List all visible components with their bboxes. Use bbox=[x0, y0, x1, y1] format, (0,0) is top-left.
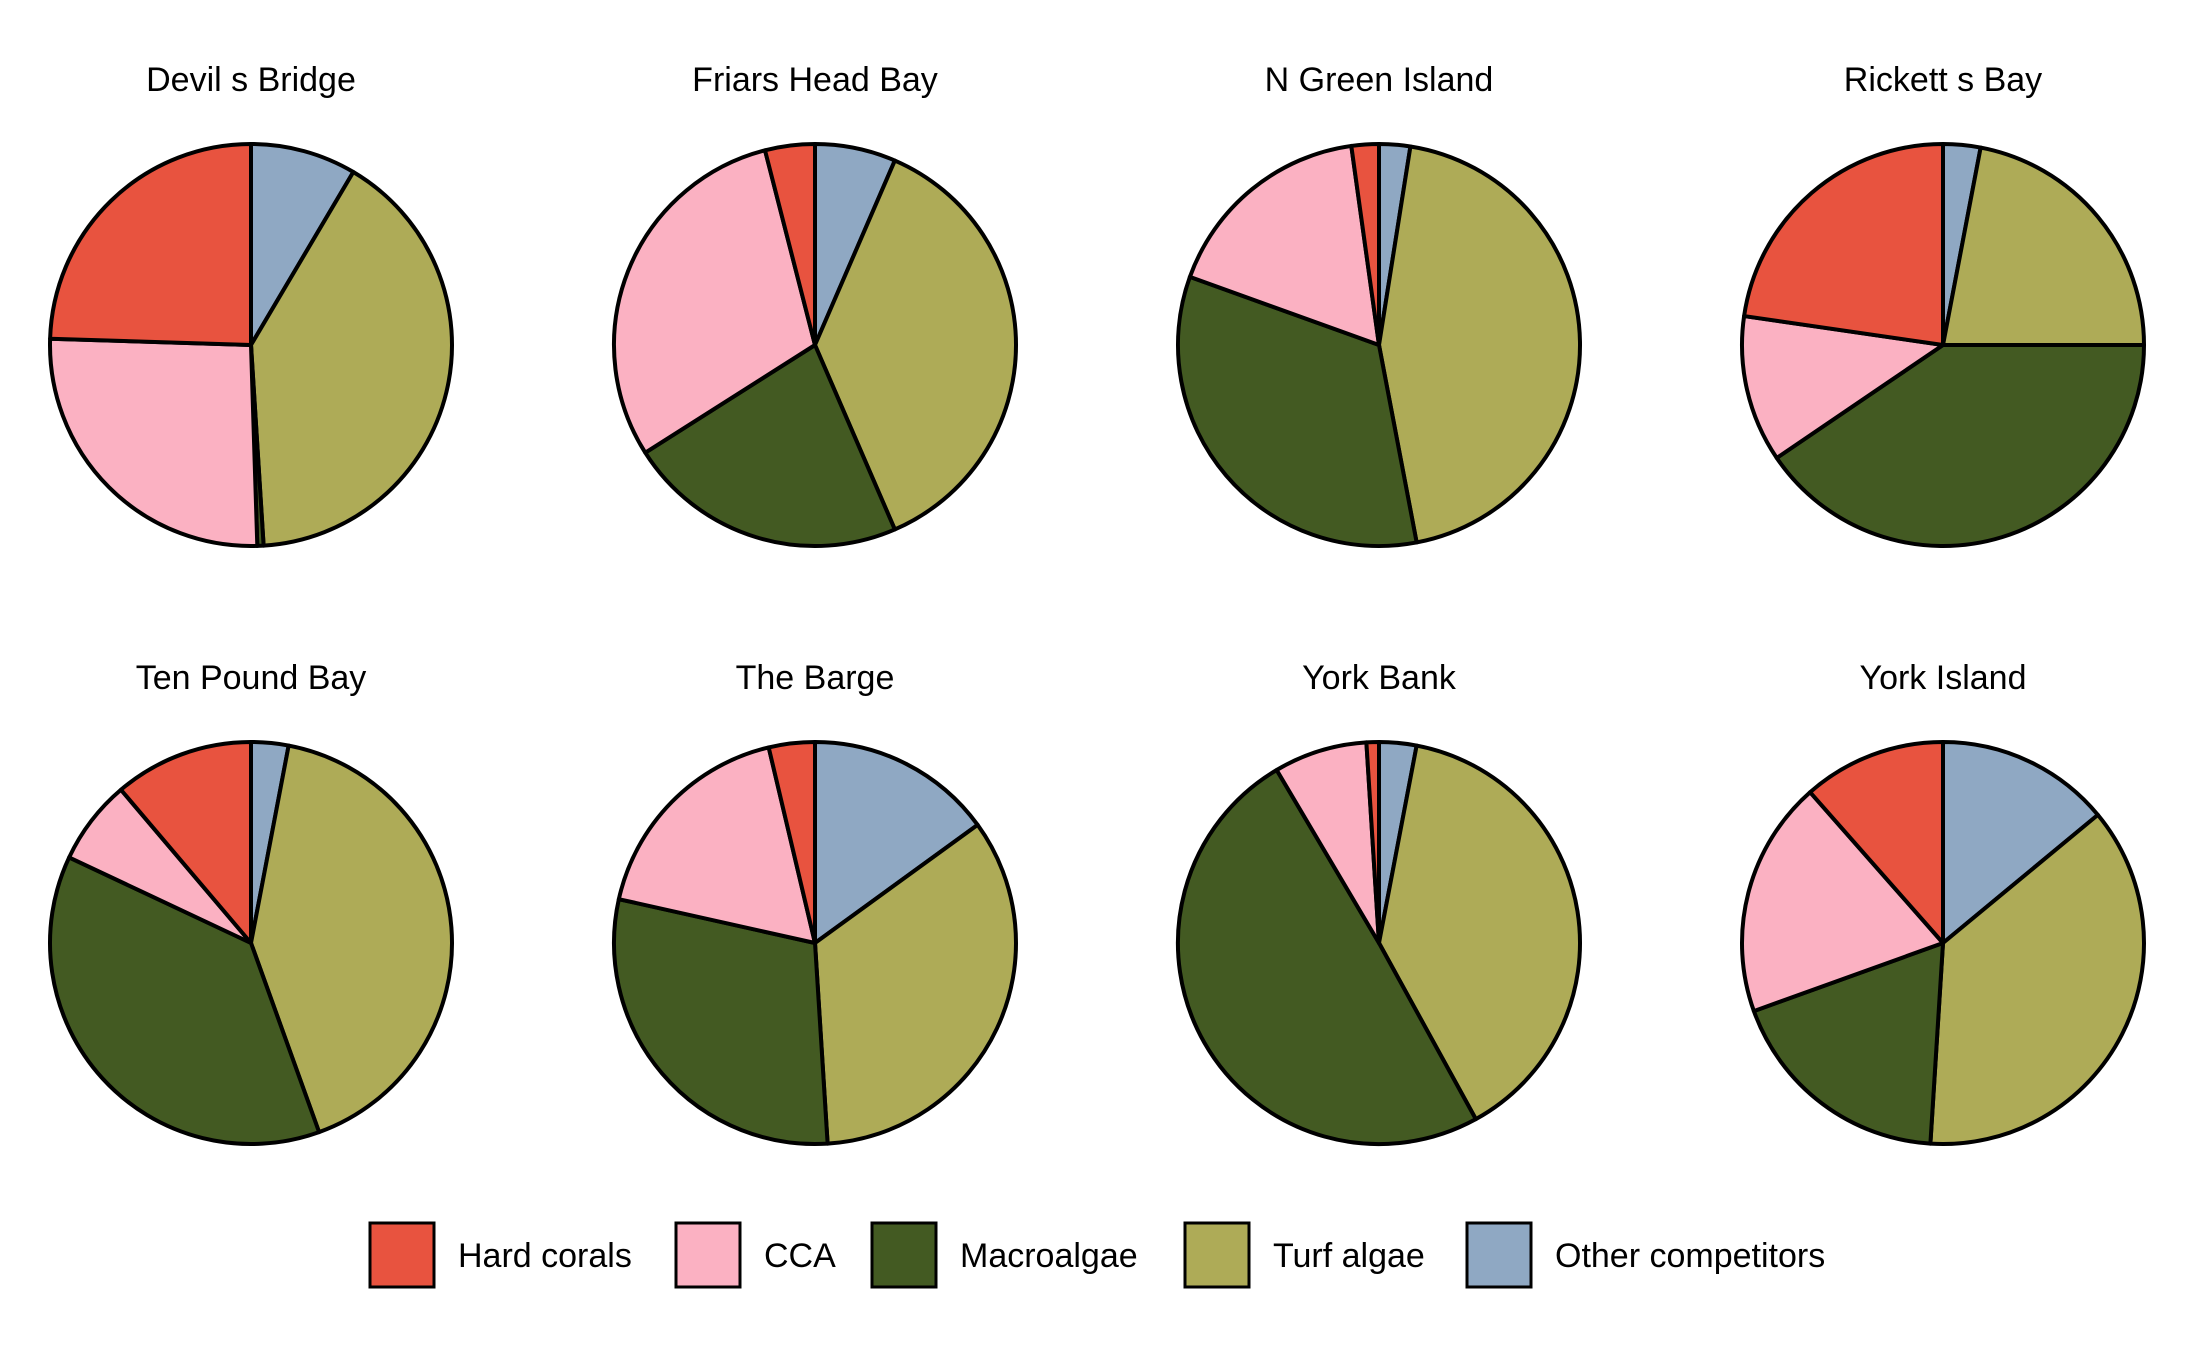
pie-panel-devil-s-bridge: Devil s Bridge bbox=[48, 61, 454, 548]
pie-slice-turf-algae bbox=[1941, 145, 2146, 347]
legend-key-macroalgae bbox=[870, 1221, 938, 1289]
pie-panel-york-island: York Island bbox=[1740, 659, 2146, 1146]
pie-slice-hard-corals bbox=[1364, 740, 1381, 945]
pie-slice-macroalgae bbox=[1175, 767, 1478, 1146]
pie-slice-macroalgae bbox=[612, 897, 830, 1146]
pie-slice-cca bbox=[48, 336, 260, 548]
pie-slice-macroalgae bbox=[48, 855, 322, 1147]
pie-slice-macroalgae bbox=[643, 343, 897, 548]
pie-slice-macroalgae bbox=[1175, 274, 1419, 548]
pie-slice-macroalgae bbox=[1751, 941, 1945, 1146]
panel-title: N Green Island bbox=[1265, 61, 1494, 99]
pie-slice-hard-corals bbox=[118, 740, 253, 945]
pie-slice-hard-corals bbox=[766, 740, 817, 945]
pie-slice-cca bbox=[616, 745, 817, 945]
pie-slice-cca bbox=[1740, 790, 1945, 1014]
panel-title: The Barge bbox=[736, 659, 895, 697]
panel-title: Friars Head Bay bbox=[692, 61, 938, 99]
legend: Hard corals CCA Macroalgae Turf algae Other … bbox=[368, 1221, 1825, 1289]
pie-panel-ten-pound-bay: Ten Pound Bay bbox=[48, 659, 454, 1147]
legend-item-hard-corals: Hard corals bbox=[368, 1221, 632, 1289]
legend-key-other-competitors bbox=[1465, 1221, 1533, 1289]
pie-panel-rickett-s-bay: Rickett s Bay bbox=[1740, 61, 2146, 548]
legend-label: Turf algae bbox=[1273, 1237, 1425, 1275]
pie-slice-turf-algae bbox=[1377, 743, 1582, 1122]
panel-title: York Island bbox=[1860, 659, 2027, 697]
legend-key-hard-corals bbox=[368, 1221, 436, 1289]
pie-panels: Devil s Bridge Friars Head Bay N Green Isl… bbox=[48, 61, 2146, 1147]
pie-slice-macroalgae bbox=[1774, 343, 2146, 548]
pie-slice-turf-algae bbox=[1377, 144, 1582, 545]
pie-slice-hard-corals bbox=[763, 142, 817, 347]
pie-slice-cca bbox=[1187, 143, 1381, 347]
pie-slice-hard-corals bbox=[1349, 142, 1381, 347]
legend-label: Macroalgae bbox=[960, 1237, 1138, 1275]
legend-item-turf-algae: Turf algae bbox=[1183, 1221, 1425, 1289]
pie-slice-turf-algae bbox=[249, 169, 454, 548]
pie-slice-turf-algae bbox=[249, 743, 454, 1135]
pie-slice-hard-corals bbox=[1808, 740, 1945, 945]
pie-panel-york-bank: York Bank bbox=[1175, 659, 1582, 1146]
legend-item-macroalgae: Macroalgae bbox=[870, 1221, 1138, 1289]
legend-item-cca: CCA bbox=[674, 1221, 836, 1289]
legend-label: Other competitors bbox=[1555, 1237, 1825, 1275]
legend-key-turf-algae bbox=[1183, 1221, 1251, 1289]
panel-title: Rickett s Bay bbox=[1844, 61, 2042, 99]
legend-key-cca bbox=[674, 1221, 742, 1289]
pie-slice-cca bbox=[1740, 314, 1945, 460]
pie-slice-turf-algae bbox=[1928, 812, 2146, 1146]
pie-panel-the-barge: The Barge bbox=[612, 659, 1018, 1146]
pie-panel-n-green-island: N Green Island bbox=[1175, 61, 1582, 548]
panel-title: Ten Pound Bay bbox=[136, 659, 367, 697]
panel-title: Devil s Bridge bbox=[146, 61, 356, 99]
panel-title: York Bank bbox=[1302, 659, 1457, 697]
pie-panel-friars-head-bay: Friars Head Bay bbox=[612, 61, 1019, 548]
pie-slice-hard-corals bbox=[1742, 142, 1945, 347]
pie-slice-other-competitors bbox=[813, 740, 980, 945]
pie-slice-cca bbox=[612, 148, 817, 455]
pie-slice-other-competitors bbox=[249, 142, 356, 347]
legend-label: CCA bbox=[764, 1237, 836, 1275]
pie-slice-other-competitors bbox=[1941, 740, 2100, 945]
legend-item-other-competitors: Other competitors bbox=[1465, 1221, 1825, 1289]
pie-slice-hard-corals bbox=[48, 142, 253, 347]
pie-slice-turf-algae bbox=[813, 158, 1019, 532]
legend-label: Hard corals bbox=[458, 1237, 632, 1275]
pie-slice-turf-algae bbox=[813, 822, 1018, 1146]
